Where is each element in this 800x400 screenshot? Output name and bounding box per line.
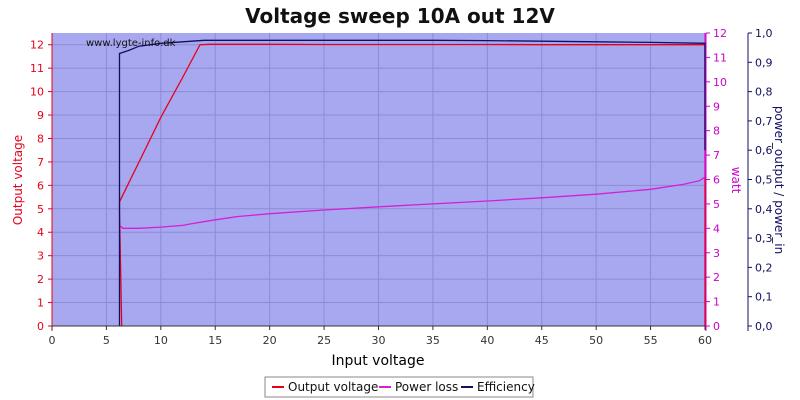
x-tick-label: 20 [263,334,277,347]
y-right-watt-tick-label: 7 [713,149,720,162]
y-left-tick-label: 9 [37,109,44,122]
y-right-watt-tick-label: 4 [713,222,720,235]
left-axis-label: Output voltage [11,135,25,225]
y-right-efficiency-tick-label: 1,0 [755,27,773,40]
chart-title: Voltage sweep 10A out 12V [245,4,555,28]
y-right-watt-tick-label: 8 [713,125,720,138]
watermark: www.lygte-info.dk [86,38,176,49]
right-axis-label-watt: watt [729,167,743,194]
x-tick-label: 60 [698,334,712,347]
x-tick-label: 45 [535,334,549,347]
y-left-tick-label: 3 [37,250,44,263]
y-right-watt-tick-label: 1 [713,296,720,309]
y-left-tick-label: 10 [30,86,44,99]
plot-area [51,33,706,327]
axes: 0 5 10 15 20 25 30 35 40 45 50 55 600123456789101112… [30,27,773,347]
y-right-watt-tick-label: 5 [713,198,720,211]
y-left-tick-label: 0 [37,320,44,333]
x-tick-label: 30 [372,334,386,347]
y-left-tick-label: 4 [37,226,44,239]
y-right-efficiency-tick-label: 0,6 [755,144,773,157]
y-right-watt-tick-label: 2 [713,271,720,284]
y-right-efficiency-tick-label: 0,5 [755,174,773,187]
series-efficiency [118,39,706,326]
y-right-watt-tick-label: 10 [713,76,727,89]
y-right-watt-tick-label: 12 [713,27,727,40]
x-tick-label: 50 [589,334,603,347]
x-tick-label: 15 [208,334,222,347]
y-right-watt-tick-label: 0 [713,320,720,333]
legend-label-output-voltage: Output voltage [288,380,378,394]
y-left-tick-label: 2 [37,273,44,286]
y-right-watt-tick-label: 9 [713,100,720,113]
y-right-efficiency-tick-label: 0,0 [755,320,773,333]
y-right-efficiency-tick-label: 0,2 [755,261,773,274]
y-left-tick-label: 8 [37,132,44,145]
x-tick-label: 0 [49,334,56,347]
legend-label-power-loss: Power loss [395,380,458,394]
y-right-efficiency-tick-label: 0,4 [755,203,773,216]
y-right-watt-tick-label: 6 [713,174,720,187]
y-left-tick-label: 7 [37,156,44,169]
right-axis-label-efficiency: power_output / power_in [772,106,786,254]
y-left-tick-label: 5 [37,203,44,216]
x-tick-label: 55 [644,334,658,347]
x-tick-label: 35 [426,334,440,347]
x-tick-label: 40 [480,334,494,347]
legend-label-efficiency: Efficiency [477,380,535,394]
x-tick-label: 10 [154,334,168,347]
y-right-efficiency-tick-label: 0,1 [755,291,773,304]
y-right-efficiency-tick-label: 0,7 [755,115,773,128]
y-right-watt-tick-label: 11 [713,51,727,64]
y-right-efficiency-tick-label: 0,8 [755,86,773,99]
y-left-tick-label: 1 [37,297,44,310]
y-left-tick-label: 11 [30,62,44,75]
x-tick-label: 25 [317,334,331,347]
series-power-loss [120,33,706,229]
y-right-efficiency-tick-label: 0,9 [755,56,773,69]
x-axis-label: Input voltage [331,353,424,369]
y-left-tick-label: 12 [30,39,44,52]
x-tick-label: 5 [103,334,110,347]
legend-box [264,376,534,398]
y-right-watt-tick-label: 3 [713,247,720,260]
y-right-efficiency-tick-label: 0,3 [755,232,773,245]
y-left-tick-label: 6 [37,179,44,192]
legend: Output voltage Power loss Efficiency [264,376,535,398]
series-output-voltage [118,43,706,327]
